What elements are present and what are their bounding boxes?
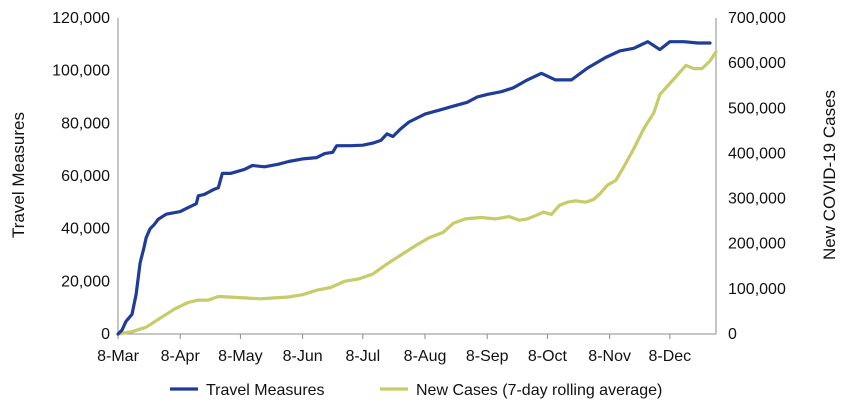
y2-tick-label: 0 [728, 326, 737, 343]
x-tick-label: 8-Mar [97, 348, 139, 365]
x-tick-label: 8-May [218, 348, 262, 365]
y-tick-label: 120,000 [52, 10, 110, 27]
series-layer [116, 40, 718, 336]
y-axis-title: Travel Measures [9, 112, 28, 238]
y2-tick-label: 500,000 [728, 100, 786, 117]
axes-layer: 0 20,000 40,000 60,000 80,000 100,000 120,000 0… [52, 10, 786, 365]
y-tick-label: 40,000 [61, 221, 110, 238]
x-tick-label: 8-Jul [345, 348, 380, 365]
y-tick-label: 60,000 [61, 168, 110, 185]
x-tick-label: 8-Sep [466, 348, 509, 365]
y2-tick-label: 700,000 [728, 10, 786, 27]
y2-tick-label: 600,000 [728, 55, 786, 72]
y2-tick-label: 200,000 [728, 236, 786, 253]
series-line-travel-measures [116, 40, 712, 336]
x-tick-label: 8-Oct [528, 348, 568, 365]
series-line-new-cases [116, 50, 718, 336]
legend: Travel Measures New Cases (7-day rolling … [170, 382, 662, 399]
y-tick-label: 20,000 [61, 273, 110, 290]
y2-axis-title: New COVID-19 Cases [820, 90, 839, 260]
x-tick-label: 8-Jun [283, 348, 323, 365]
x-tick-label: 8-Apr [161, 348, 201, 365]
y-tick-label: 0 [101, 326, 110, 343]
legend-label: New Cases (7-day rolling average) [416, 382, 662, 399]
y2-tick-label: 100,000 [728, 281, 786, 298]
y2-tick-label: 400,000 [728, 145, 786, 162]
y-tick-label: 100,000 [52, 63, 110, 80]
x-tick-label: 8-Dec [649, 348, 692, 365]
y-tick-label: 80,000 [61, 115, 110, 132]
legend-label: Travel Measures [206, 382, 325, 399]
y2-tick-label: 300,000 [728, 191, 786, 208]
x-tick-label: 8-Nov [588, 348, 631, 365]
x-tick-label: 8-Aug [404, 348, 447, 365]
